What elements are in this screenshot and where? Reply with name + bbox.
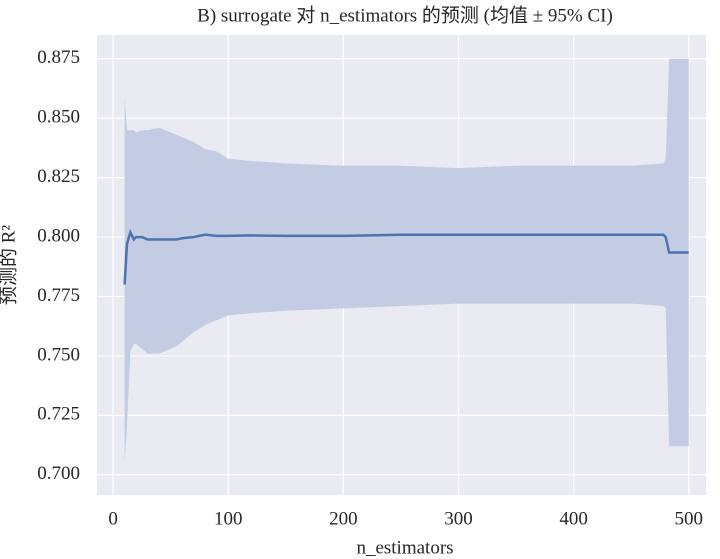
x-axis-label: n_estimators bbox=[356, 537, 453, 558]
y-axis-label: 预测的 R² bbox=[0, 225, 19, 305]
x-tick-label: 500 bbox=[674, 508, 703, 529]
y-tick-label: 0.775 bbox=[37, 285, 80, 306]
y-tick-label: 0.850 bbox=[37, 107, 80, 128]
y-tick-label: 0.800 bbox=[37, 225, 80, 246]
y-tick-label: 0.700 bbox=[37, 463, 80, 484]
x-tick-label: 100 bbox=[214, 508, 243, 529]
y-tick-label: 0.750 bbox=[37, 344, 80, 365]
chart-title: B) surrogate 对 n_estimators 的预测 (均值 ± 95… bbox=[197, 4, 613, 26]
x-tick-label: 0 bbox=[108, 508, 118, 529]
x-tick-label: 200 bbox=[329, 508, 358, 529]
y-tick-label: 0.825 bbox=[37, 166, 80, 187]
mean-line bbox=[123, 228, 689, 285]
x-tick-label: 400 bbox=[559, 508, 588, 529]
y-tick-label: 0.725 bbox=[37, 404, 80, 425]
x-tick-label: 300 bbox=[444, 508, 473, 529]
confidence-band bbox=[124, 58, 689, 463]
y-tick-label: 0.875 bbox=[37, 47, 80, 68]
